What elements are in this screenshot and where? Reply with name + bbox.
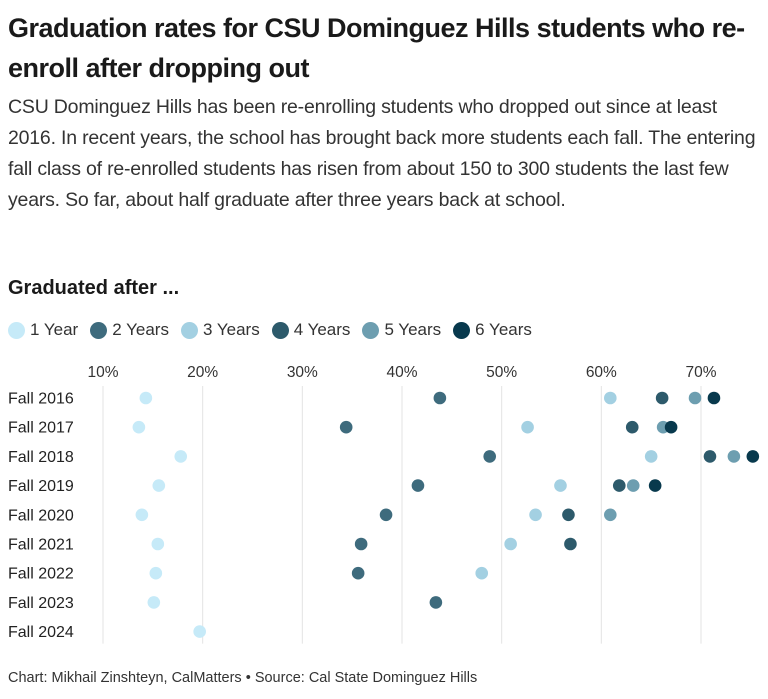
data-point (151, 537, 165, 551)
data-point (604, 508, 617, 522)
x-tick-label: 10% (87, 364, 118, 381)
legend-item: 3 Years (180, 320, 260, 340)
data-point (626, 479, 640, 492)
row-label: Fall 2016 (8, 391, 74, 408)
data-point (483, 450, 497, 463)
x-tick-label: 20% (187, 364, 218, 381)
legend-item: 5 Years (362, 320, 441, 340)
data-point (612, 479, 626, 492)
data-point (475, 566, 489, 580)
legend-label: 1 Year (30, 320, 79, 339)
data-point (152, 479, 166, 492)
data-point (529, 508, 542, 522)
chart-footer: Chart: Mikhail Zinshteyn, CalMatters • S… (8, 670, 478, 686)
legend-item: 4 Years (271, 320, 351, 340)
x-tick-label: 50% (486, 364, 517, 381)
row-label: Fall 2023 (8, 595, 74, 612)
data-point (433, 391, 447, 405)
data-point (562, 508, 575, 522)
data-point (707, 391, 721, 405)
legend-label: 4 Years (293, 320, 351, 339)
data-point (746, 450, 760, 463)
data-point (644, 450, 658, 463)
data-point (174, 450, 188, 463)
legend-label: 6 Years (475, 320, 532, 339)
data-point (379, 508, 393, 522)
row-label: Fall 2019 (8, 478, 74, 495)
row-label: Fall 2022 (8, 566, 74, 583)
data-point (354, 537, 368, 551)
legend-label: 5 Years (384, 320, 442, 339)
row-label: Fall 2024 (8, 624, 74, 641)
data-point (351, 566, 365, 580)
data-point (147, 596, 161, 609)
data-point (664, 420, 678, 434)
data-point (564, 537, 577, 551)
legend-item: 2 Years (90, 320, 169, 340)
data-point (411, 479, 425, 492)
data-point (193, 625, 206, 638)
legend-item: 1 Year (8, 320, 78, 340)
chart-subtitle: CSU Dominguez Hills has been re-enrollin… (8, 96, 756, 211)
dot-plot: 10% 20% 30% 40% 50% 60% 70% Fall 2016 Fall 2017 F… (8, 364, 760, 644)
data-point (688, 391, 702, 405)
data-point (554, 479, 567, 492)
legend-swatch (180, 321, 198, 339)
row-label: Fall 2021 (8, 537, 74, 554)
legend-item: 6 Years (453, 320, 532, 340)
legend-title: Graduated after ... (8, 277, 180, 299)
row-label: Fall 2017 (8, 420, 74, 437)
legend-swatch (362, 321, 380, 339)
data-point (648, 479, 662, 492)
data-point (149, 566, 163, 580)
legend-swatch (453, 321, 471, 339)
data-point (429, 596, 443, 609)
legend-swatch (271, 321, 289, 339)
row-label: Fall 2018 (8, 449, 74, 466)
data-point (504, 537, 517, 551)
legend-swatch (90, 321, 108, 339)
data-point (604, 391, 617, 405)
chart-title: Graduation rates for CSU Dominguez Hills… (8, 13, 745, 83)
data-point (521, 420, 534, 434)
x-tick-label: 70% (685, 364, 716, 381)
x-tick-label: 40% (386, 364, 417, 381)
data-point (135, 508, 149, 522)
x-tick-label: 30% (287, 364, 318, 381)
legend: 1 Year 2 Years 3 Years 4 Years 5 Years 6 Year… (8, 320, 532, 340)
legend-label: 3 Years (202, 320, 260, 339)
legend-label: 2 Years (112, 320, 169, 339)
data-point (703, 450, 717, 463)
data-point (139, 391, 153, 405)
data-point (727, 450, 741, 463)
data-point (132, 420, 146, 434)
row-label: Fall 2020 (8, 507, 74, 524)
data-point (339, 420, 353, 434)
data-point (655, 391, 669, 405)
x-tick-label: 60% (586, 364, 617, 381)
data-point (625, 420, 639, 434)
legend-swatch (8, 321, 25, 339)
